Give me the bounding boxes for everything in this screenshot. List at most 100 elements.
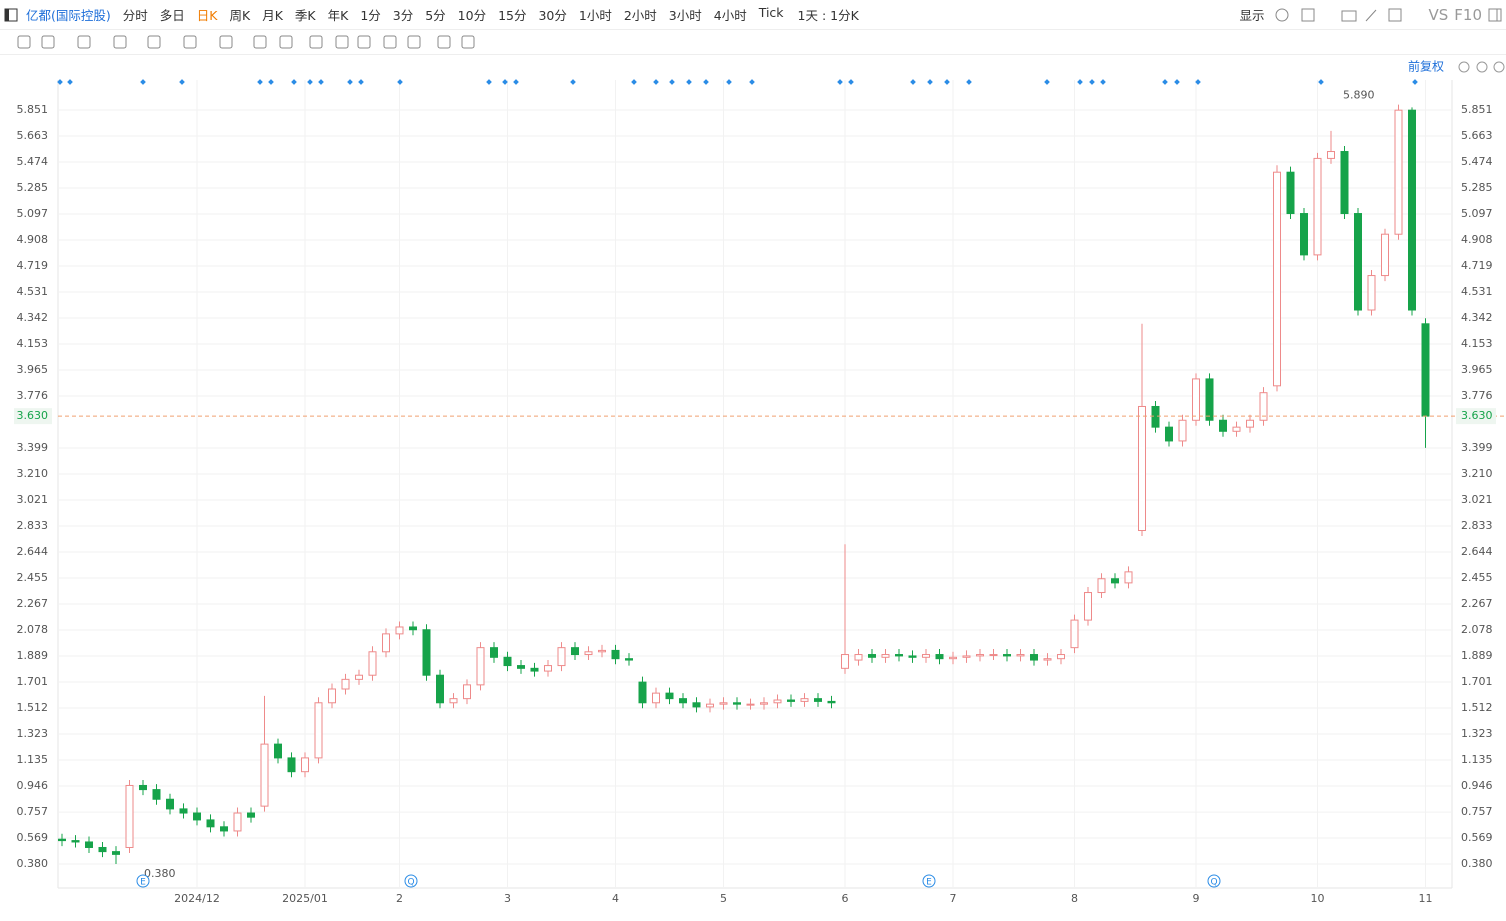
tool-icon: [383, 35, 397, 49]
candle-body: [71, 840, 80, 843]
candle-body: [571, 647, 579, 656]
candle-body: [598, 649, 606, 653]
period-tab[interactable]: Tick: [758, 5, 784, 20]
period-tab[interactable]: 5分: [425, 8, 446, 23]
x-tick-label: 9: [1193, 892, 1200, 905]
event-dot: [910, 79, 916, 85]
period-tab[interactable]: 分时: [122, 8, 148, 23]
period-tab[interactable]: 周K: [229, 8, 251, 23]
candle-body: [719, 702, 728, 705]
period-tab[interactable]: 30分: [538, 8, 567, 23]
y-tick-label-right: 0.757: [1461, 805, 1493, 818]
candle-body: [1340, 151, 1349, 215]
x-tick-label: 4: [612, 892, 619, 905]
candle-body: [1273, 171, 1281, 387]
period-tab[interactable]: 10分: [457, 8, 487, 23]
y-tick-label: 2.267: [17, 597, 49, 610]
candle-body: [1286, 171, 1295, 215]
y-tick-label: 2.833: [17, 519, 49, 532]
candle-body: [895, 654, 903, 657]
event-dot: [927, 79, 933, 85]
event-dot: [848, 79, 854, 85]
candle-body: [1381, 233, 1389, 277]
collapse-icon[interactable]: [1488, 8, 1502, 22]
candle-body: [1408, 109, 1416, 311]
tool-icon: [407, 35, 421, 49]
y-tick-label: 1.323: [17, 727, 49, 740]
y-tick-label: 4.531: [17, 285, 49, 298]
event-marker: [136, 874, 150, 888]
candle-body: [962, 655, 971, 658]
y-tick-label: 3.776: [17, 389, 49, 402]
candle-body: [341, 678, 350, 690]
y-tick-label-right: 4.153: [1461, 337, 1493, 350]
period-tab[interactable]: 4小时: [713, 8, 747, 23]
y-tick-label: 5.663: [17, 129, 49, 142]
event-marker: [922, 874, 936, 888]
candle-body: [949, 656, 957, 660]
period-tab[interactable]: 年K: [327, 8, 349, 23]
candle-body: [1043, 658, 1052, 661]
candle-body: [328, 688, 336, 704]
period-tab[interactable]: 季K: [294, 8, 316, 23]
candle-body: [611, 649, 620, 660]
candle-body: [193, 812, 201, 821]
candle-body: [139, 784, 147, 791]
adjust-mode[interactable]: 前复权: [1408, 59, 1444, 74]
candle-body: [976, 654, 984, 657]
period-tab[interactable]: 3小时: [668, 8, 702, 23]
y-tick-label: 4.908: [17, 233, 49, 246]
candle-body: [355, 674, 363, 680]
candle-body: [922, 654, 930, 658]
vs-button[interactable]: VS: [1428, 5, 1449, 24]
y-tick-label: 2.644: [17, 545, 49, 558]
range-select[interactable]: 1天 : 1分K: [797, 8, 859, 23]
x-tick-label: 5: [720, 892, 727, 905]
candle-body: [274, 743, 282, 759]
period-tab[interactable]: 多日: [159, 8, 185, 23]
display-menu[interactable]: 显示: [1239, 8, 1265, 23]
period-tab[interactable]: 2小时: [623, 8, 657, 23]
candle-body: [314, 702, 323, 759]
f10-button[interactable]: F10: [1454, 5, 1482, 24]
candle-body: [868, 654, 876, 658]
period-tab[interactable]: 15分: [498, 8, 527, 23]
y-tick-label-right: 5.285: [1461, 181, 1493, 194]
tool-icon: [309, 35, 323, 49]
candle-body: [935, 654, 944, 660]
y-tick-label: 5.097: [17, 207, 49, 220]
y-tick-label-right: 3.965: [1461, 363, 1493, 376]
candle-body: [301, 757, 309, 773]
panel-icon[interactable]: [4, 8, 18, 22]
stock-name[interactable]: 亿都(国际控股): [26, 8, 111, 23]
y-tick-label-right: 5.097: [1461, 207, 1493, 220]
event-marker: [1207, 874, 1221, 888]
candle-body: [179, 808, 188, 814]
candle-body: [1097, 578, 1106, 594]
period-tab[interactable]: 1小时: [578, 8, 612, 23]
period-tab[interactable]: 日K: [196, 8, 218, 23]
candle-body: [1057, 654, 1065, 660]
y-tick-label: 4.342: [17, 311, 49, 324]
candle-body: [85, 841, 93, 848]
candle-body: [517, 665, 525, 669]
x-tick-label: 10: [1311, 892, 1325, 905]
event-dot: [1077, 79, 1083, 85]
candle-body: [382, 633, 390, 653]
y-tick-label-right: 2.833: [1461, 519, 1493, 532]
y-tick-label: 3.965: [17, 363, 49, 376]
y-tick-label-right: 1.135: [1461, 753, 1493, 766]
y-tick-label: 1.701: [17, 675, 49, 688]
x-tick-label: 7: [950, 892, 957, 905]
event-dot: [837, 79, 843, 85]
event-dot: [631, 79, 637, 85]
period-tab[interactable]: 月K: [262, 8, 283, 23]
candle-body: [989, 654, 998, 657]
y-tick-label: 1.135: [17, 753, 49, 766]
candle-body: [706, 703, 714, 708]
y-tick-label-right: 3.776: [1461, 389, 1493, 402]
period-tab[interactable]: 1分: [360, 8, 381, 23]
period-tab[interactable]: 3分: [392, 8, 414, 23]
y-tick-label-right: 0.380: [1461, 857, 1493, 870]
tool-icon: [461, 35, 475, 49]
